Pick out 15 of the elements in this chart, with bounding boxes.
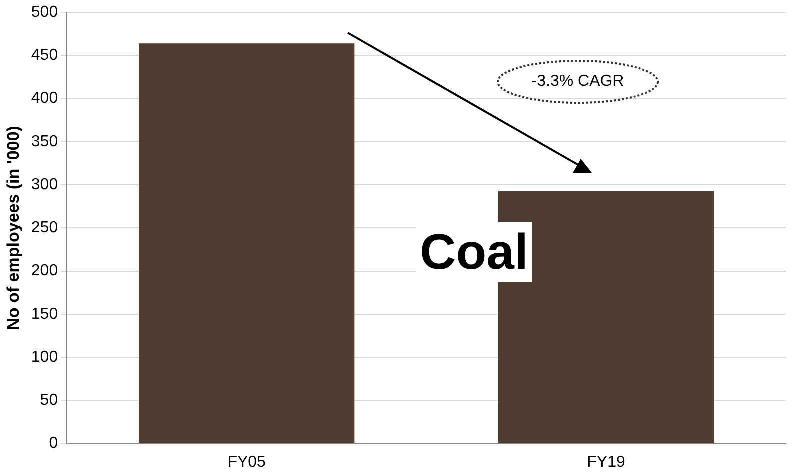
y-tick-label: 100 [31,348,58,366]
x-tick-label: FY05 [228,454,266,471]
annotation: Coal [416,222,532,282]
y-tick-label: 250 [31,220,58,237]
x-tick-label: FY19 [587,454,626,471]
y-tick-label: 350 [31,133,58,150]
y-tick-label: 450 [31,47,58,64]
y-tick-label: 200 [31,262,58,280]
y-tick-label: 50 [40,392,58,410]
y-tick-label: 400 [31,90,58,108]
y-tick-label: 300 [31,176,58,194]
y-tick-label: 0 [49,435,58,452]
y-axis-title: No of employees (in '000) [4,126,23,330]
y-tick-label: 150 [31,306,58,323]
y-tick-label: 500 [31,4,58,22]
